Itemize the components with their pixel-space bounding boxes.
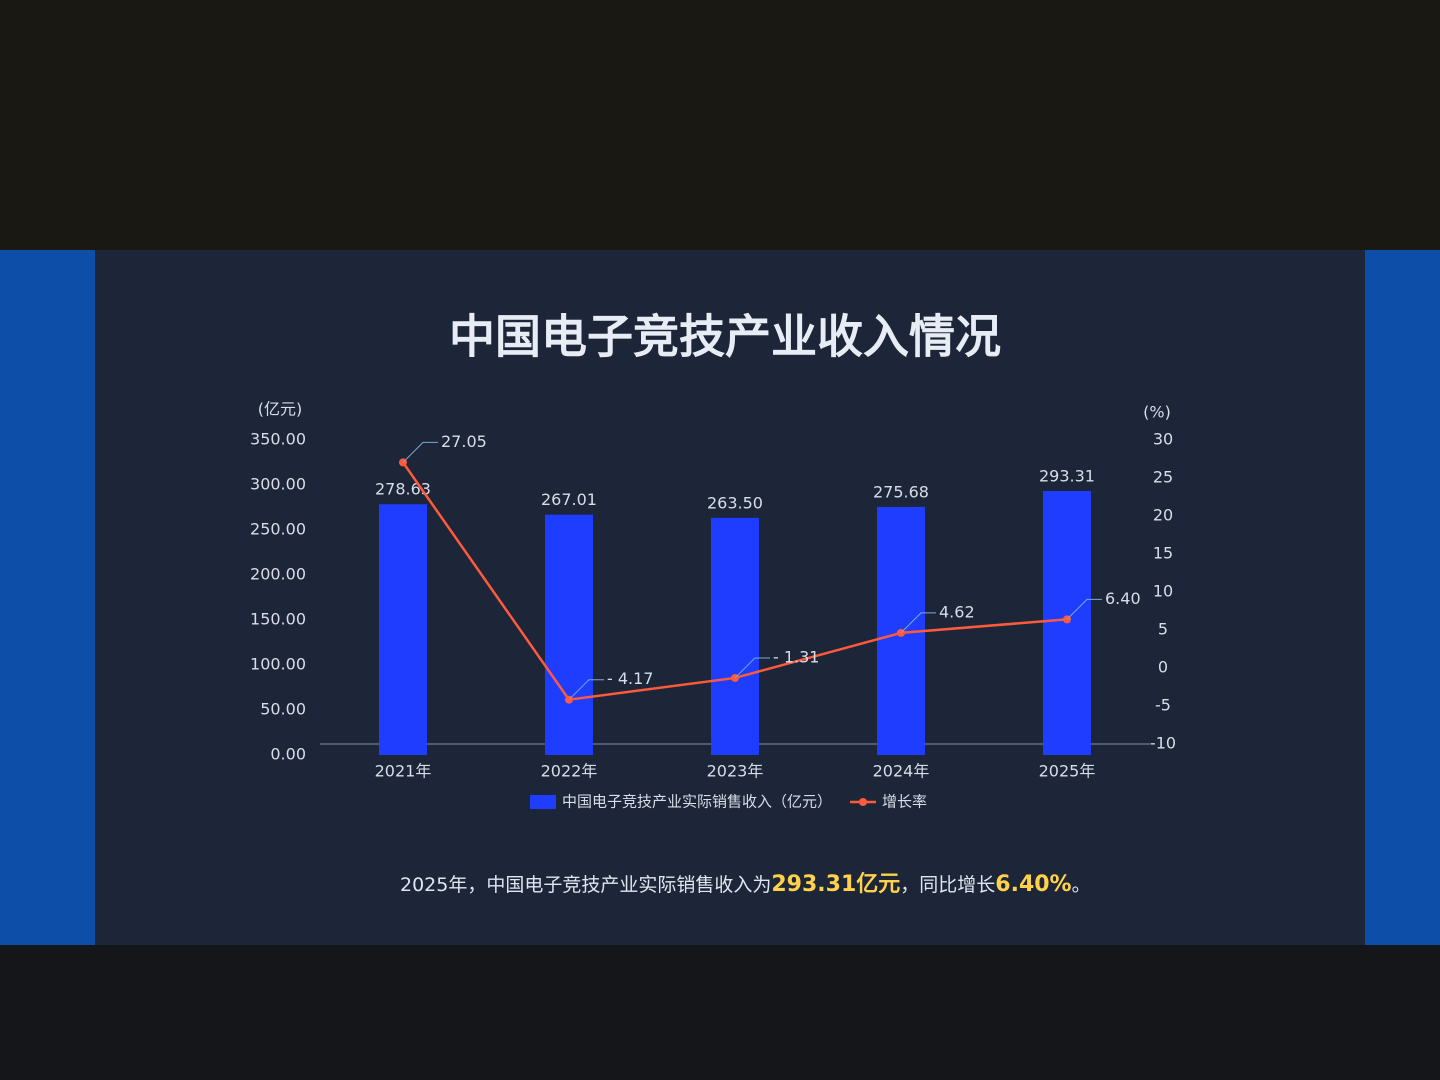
bar bbox=[711, 517, 759, 755]
data-label: - 1.31 bbox=[773, 647, 819, 666]
legend-label: 增长率 bbox=[882, 793, 927, 811]
x-tick-label: 2022年 bbox=[541, 762, 598, 781]
data-label: 4.62 bbox=[939, 602, 975, 621]
bar bbox=[545, 514, 593, 755]
y2-tick-label: 5 bbox=[1158, 620, 1168, 639]
legend-swatch bbox=[859, 798, 867, 806]
x-tick-label: 2024年 bbox=[873, 762, 930, 781]
leader-line bbox=[568, 679, 604, 701]
y2-tick-label: 0 bbox=[1158, 658, 1168, 677]
leader-line bbox=[900, 612, 936, 634]
leader-line bbox=[1066, 598, 1102, 620]
y2-tick-label: 30 bbox=[1153, 430, 1173, 449]
y-axis-label: (亿元) bbox=[258, 400, 303, 419]
y2-tick-label: 20 bbox=[1153, 506, 1173, 525]
data-label: 263.50 bbox=[707, 493, 763, 512]
summary: 2025年，中国电子竞技产业实际销售收入为293.31亿元，同比增长6.40%。 bbox=[400, 872, 1091, 897]
data-label: 275.68 bbox=[873, 482, 929, 501]
leader-line bbox=[402, 441, 438, 463]
y-tick-label: 200.00 bbox=[250, 565, 306, 584]
x-tick-label: 2021年 bbox=[375, 762, 432, 781]
x-tick-label: 2025年 bbox=[1039, 762, 1096, 781]
y-tick-label: 100.00 bbox=[250, 655, 306, 674]
y-tick-label: 50.00 bbox=[260, 700, 306, 719]
x-tick-label: 2023年 bbox=[707, 762, 764, 781]
legend-label: 中国电子竞技产业实际销售收入（亿元） bbox=[562, 793, 832, 811]
y-tick-label: 0.00 bbox=[270, 745, 306, 764]
y2-tick-label: -10 bbox=[1150, 734, 1176, 753]
audience bbox=[0, 945, 1440, 1080]
y-tick-label: 150.00 bbox=[250, 610, 306, 629]
leader-line bbox=[734, 657, 770, 679]
legend-swatch bbox=[530, 795, 556, 809]
summary-part: 293.31亿元 bbox=[771, 872, 900, 897]
summary-part: ，同比增长 bbox=[900, 874, 995, 896]
y2-axis-label: (%) bbox=[1143, 403, 1171, 422]
y2-tick-label: -5 bbox=[1155, 696, 1171, 715]
data-label: 293.31 bbox=[1039, 467, 1095, 486]
y2-tick-label: 25 bbox=[1153, 468, 1173, 487]
data-label: 27.05 bbox=[441, 432, 487, 451]
y-tick-label: 300.00 bbox=[250, 475, 306, 494]
bar bbox=[379, 504, 427, 755]
y-tick-label: 350.00 bbox=[250, 430, 306, 449]
ceiling bbox=[0, 0, 1440, 250]
data-label: 6.40 bbox=[1105, 589, 1141, 608]
chart-title: 中国电子竞技产业收入情况 bbox=[449, 310, 1001, 364]
summary-part: 6.40% bbox=[995, 872, 1071, 897]
data-label: 267.01 bbox=[541, 490, 597, 509]
y2-tick-label: 10 bbox=[1153, 582, 1173, 601]
y-tick-label: 250.00 bbox=[250, 520, 306, 539]
side-banner bbox=[0, 250, 95, 970]
y2-tick-label: 15 bbox=[1153, 544, 1173, 563]
summary-part: 2025年，中国电子竞技产业实际销售收入为 bbox=[400, 874, 771, 896]
data-label: - 4.17 bbox=[607, 669, 653, 688]
summary-part: 。 bbox=[1072, 874, 1091, 896]
